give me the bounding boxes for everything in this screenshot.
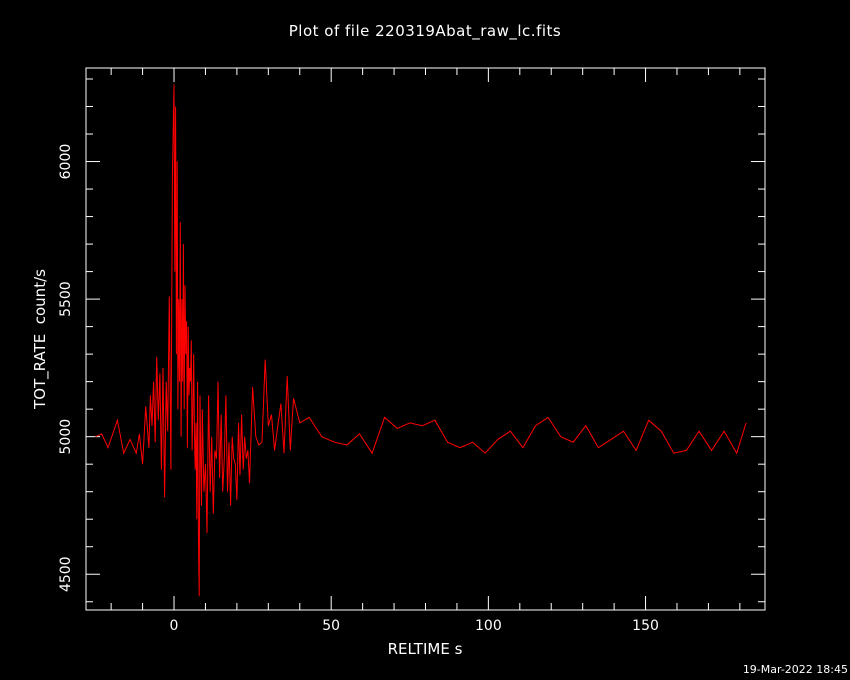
axis-ticks xyxy=(86,68,765,610)
x-tick-label: 150 xyxy=(632,618,659,634)
x-tick-label: 50 xyxy=(322,618,340,634)
chart-title: Plot of file 220319Abat_raw_lc.fits xyxy=(288,22,562,40)
y-tick-label: 5500 xyxy=(58,281,74,317)
x-tick-label: 0 xyxy=(170,618,179,634)
y-tick-label: 5000 xyxy=(58,419,74,455)
y-tick-label: 6000 xyxy=(58,144,74,180)
y-axis-label: TOT_RATE count/s xyxy=(31,269,49,409)
tick-labels: 0 50 100 150 4500 5000 5500 6000 xyxy=(58,144,659,634)
x-tick-label: 100 xyxy=(475,618,502,634)
series-line xyxy=(95,84,747,597)
x-axis-label: RELTIME s xyxy=(387,640,463,658)
y-tick-label: 4500 xyxy=(58,556,74,592)
timestamp: 19-Mar-2022 18:45 xyxy=(742,663,848,676)
